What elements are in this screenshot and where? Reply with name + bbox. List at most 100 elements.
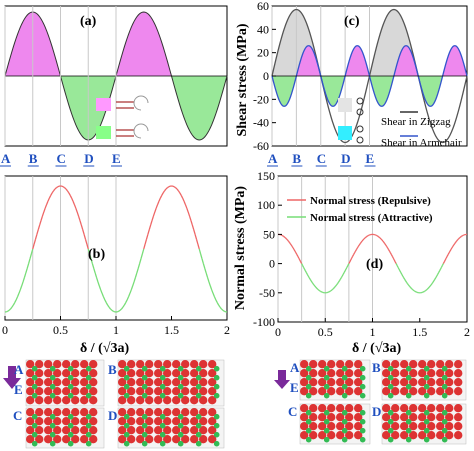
atom-green bbox=[441, 383, 448, 390]
atom-green bbox=[195, 383, 202, 390]
atom-green bbox=[123, 374, 130, 381]
atom-red bbox=[71, 378, 80, 387]
curve-segment bbox=[154, 207, 157, 213]
atom-green bbox=[159, 374, 166, 381]
atom-green bbox=[195, 431, 202, 438]
atom-red bbox=[336, 422, 345, 431]
curve-segment bbox=[73, 204, 77, 209]
atom-red bbox=[418, 387, 427, 396]
atom-red bbox=[172, 417, 181, 426]
atom-green bbox=[177, 383, 184, 390]
atom-red bbox=[336, 431, 345, 440]
curve-segment bbox=[95, 277, 99, 283]
atom-red bbox=[400, 378, 409, 387]
atom-red bbox=[89, 378, 98, 387]
curve-segment bbox=[51, 190, 55, 194]
snapshot-label: D bbox=[108, 408, 117, 423]
atom-red bbox=[436, 404, 445, 413]
curve-segment bbox=[335, 284, 338, 287]
y-tick-label: 0 bbox=[269, 257, 275, 271]
atom-red bbox=[61, 369, 71, 378]
atom-red bbox=[354, 378, 363, 387]
curve-segment bbox=[26, 263, 30, 269]
curve-segment bbox=[112, 310, 115, 313]
curve-segment bbox=[69, 194, 73, 199]
atom-red bbox=[409, 404, 418, 413]
atom-red bbox=[300, 387, 309, 396]
atom-red bbox=[89, 396, 98, 405]
y-tick-label: -40 bbox=[253, 116, 269, 130]
curve-segment bbox=[288, 241, 291, 244]
atom-red bbox=[44, 387, 53, 396]
atom-green bbox=[323, 392, 330, 399]
atom-green bbox=[387, 418, 394, 425]
curve-segment bbox=[350, 257, 353, 261]
atom-red bbox=[391, 422, 400, 431]
curve-segment bbox=[358, 243, 361, 246]
curve-segment bbox=[194, 234, 198, 240]
atom-red bbox=[136, 396, 145, 405]
curve-segment bbox=[458, 237, 460, 240]
inset-pink-swatch bbox=[96, 98, 111, 111]
curve-segment bbox=[347, 263, 350, 266]
atom-green bbox=[441, 365, 448, 372]
curve-segment bbox=[378, 236, 381, 239]
atom-red bbox=[53, 369, 62, 378]
atom-green bbox=[159, 413, 166, 420]
curve-segment bbox=[312, 283, 315, 286]
atom-green bbox=[49, 392, 56, 399]
curve-segment bbox=[450, 247, 453, 250]
atom-green bbox=[67, 383, 74, 390]
atom-red bbox=[118, 435, 127, 444]
curve-segment bbox=[424, 290, 426, 292]
atom-red bbox=[354, 369, 363, 378]
curve-segment bbox=[218, 304, 221, 308]
atom-red bbox=[190, 369, 199, 378]
atom-green bbox=[405, 365, 412, 372]
atom-green bbox=[341, 392, 348, 399]
atom-red bbox=[89, 426, 98, 435]
curve-segment bbox=[379, 237, 382, 240]
atom-red bbox=[336, 413, 345, 422]
curve-segment bbox=[175, 187, 178, 190]
inset-grey-swatch bbox=[338, 98, 352, 112]
atom-green bbox=[123, 392, 130, 399]
atom-red bbox=[345, 369, 354, 378]
atom-red bbox=[345, 404, 354, 413]
curve-segment bbox=[343, 270, 346, 273]
curve-segment bbox=[442, 261, 445, 264]
y-tick-label: 150 bbox=[257, 169, 275, 183]
curve-segment bbox=[392, 257, 395, 261]
atom-red bbox=[136, 378, 145, 387]
curve-segment bbox=[351, 256, 354, 259]
curve-segment bbox=[346, 265, 349, 268]
atom-red bbox=[300, 413, 309, 422]
atom-red bbox=[145, 360, 154, 369]
curve-segment bbox=[283, 235, 286, 238]
atom-red bbox=[199, 396, 208, 405]
curve-segment bbox=[382, 240, 385, 243]
curve-segment bbox=[460, 235, 463, 237]
atom-red bbox=[181, 396, 190, 405]
panel-d-yticks: 150 100 50 0 -50 -100 bbox=[253, 169, 282, 329]
atom-red bbox=[409, 422, 418, 431]
curve-segment bbox=[143, 243, 146, 250]
atom-red bbox=[71, 408, 80, 417]
curve-segment bbox=[144, 238, 148, 245]
atom-green bbox=[49, 365, 56, 372]
curve-segment bbox=[66, 190, 70, 194]
curve-segment bbox=[342, 272, 345, 275]
atom-red bbox=[436, 378, 445, 387]
snapshot-label: C bbox=[13, 408, 22, 423]
point-label: C bbox=[317, 151, 326, 166]
curve-segment bbox=[292, 247, 295, 250]
curve-segment bbox=[439, 268, 442, 272]
atom-red bbox=[190, 408, 199, 417]
curve-segment bbox=[97, 281, 100, 287]
y-tick-label: -50 bbox=[259, 286, 275, 300]
atom-green bbox=[195, 365, 202, 372]
atom-red bbox=[89, 408, 98, 417]
atom-red bbox=[26, 378, 35, 387]
curve-segment bbox=[68, 192, 71, 196]
atom-red bbox=[391, 404, 400, 413]
